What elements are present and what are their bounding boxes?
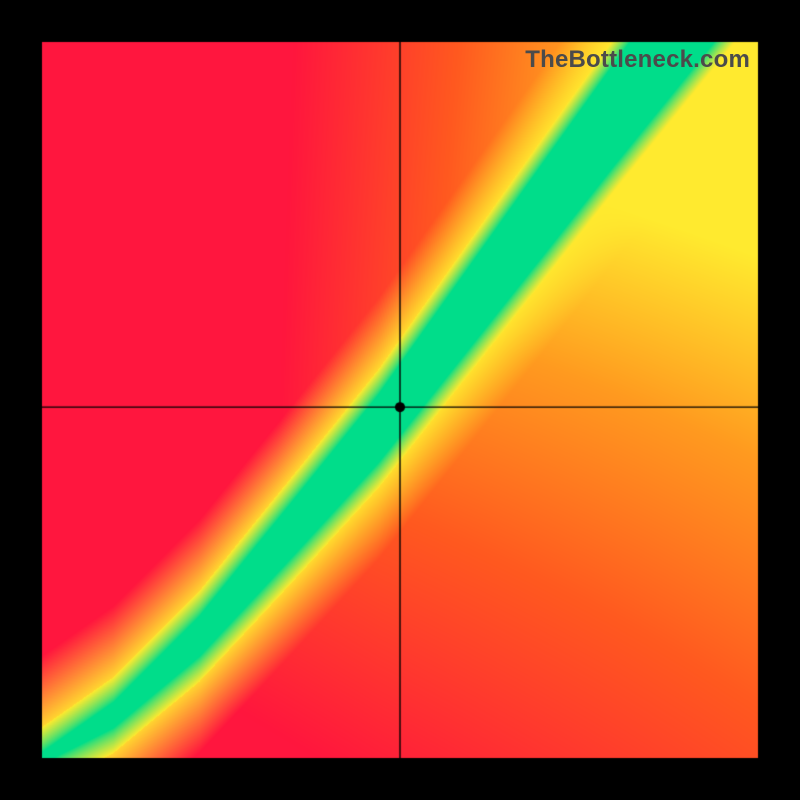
watermark-text: TheBottleneck.com	[525, 46, 750, 74]
bottleneck-heatmap	[0, 0, 800, 800]
